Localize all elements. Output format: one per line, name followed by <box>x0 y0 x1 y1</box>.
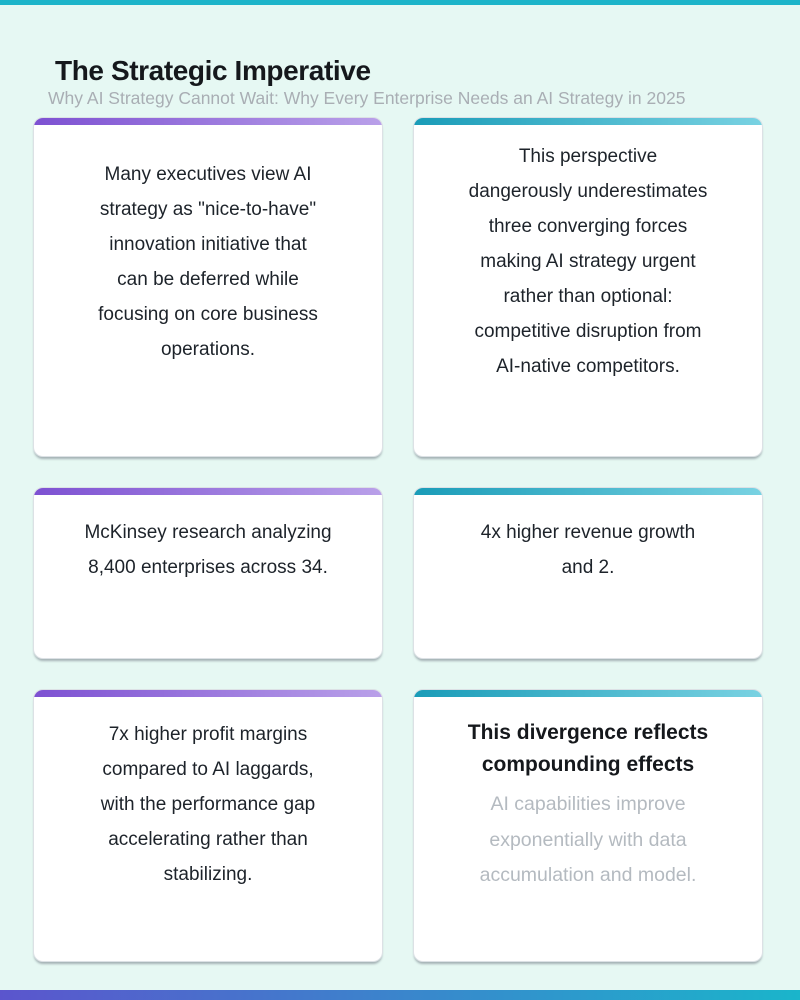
card-text: 7x higher profit margins compared to AI … <box>100 724 316 885</box>
card-accent-bar-purple <box>34 488 382 495</box>
info-card-perspective: This perspective dangerously underestima… <box>413 117 763 457</box>
bottom-accent-bar <box>0 990 800 1000</box>
card-accent-bar-teal <box>414 690 762 697</box>
card-accent-bar-purple <box>34 690 382 697</box>
info-card-divergence: This divergence reflects compounding eff… <box>413 689 763 962</box>
card-accent-bar-teal <box>414 118 762 125</box>
info-card-profit-margins: 7x higher profit margins compared to AI … <box>33 689 383 962</box>
card-content: This perspective dangerously underestima… <box>414 125 762 398</box>
info-card-executives-view: Many executives view AI strategy as "nic… <box>33 117 383 457</box>
card-content: Many executives view AI strategy as "nic… <box>34 125 382 398</box>
card-accent-bar-purple <box>34 118 382 125</box>
card-text: This perspective dangerously underestima… <box>468 146 708 377</box>
info-card-revenue-growth: 4x higher revenue growth and 2. <box>413 487 763 659</box>
card-text: 4x higher revenue growth and 2. <box>480 522 696 578</box>
page-title: The Strategic Imperative <box>55 54 371 86</box>
card-text: McKinsey research analyzing 8,400 enterp… <box>84 522 332 578</box>
card-grid: Many executives view AI strategy as "nic… <box>33 117 763 962</box>
card-accent-bar-teal <box>414 488 762 495</box>
card-heading: This divergence reflects compounding eff… <box>467 721 709 776</box>
top-accent-bar <box>0 0 800 5</box>
page-subtitle: Why AI Strategy Cannot Wait: Why Every E… <box>48 88 686 108</box>
info-card-mckinsey-research: McKinsey research analyzing 8,400 enterp… <box>33 487 383 659</box>
card-subtext: AI capabilities improve exponentially wi… <box>479 793 697 886</box>
card-text: Many executives view AI strategy as "nic… <box>98 163 318 360</box>
